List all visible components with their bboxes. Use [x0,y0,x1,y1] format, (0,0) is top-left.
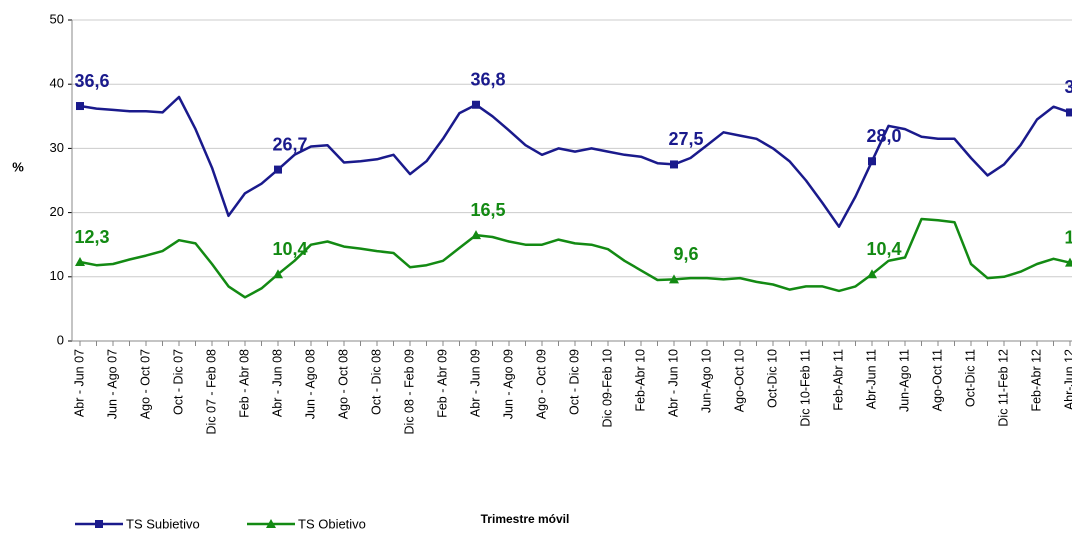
x-tick-label: Oct - Dic 08 [369,349,383,415]
data-label: 36,8 [470,69,505,89]
x-tick-label: Jun-Ago 11 [897,349,911,412]
marker [1065,257,1072,267]
marker [472,100,480,109]
x-tick-label: Dic 11-Feb 12 [996,349,1010,427]
marker [76,102,84,111]
x-tick-label: Oct - Dic 07 [171,349,185,415]
x-tick-label: Feb-Abr 11 [831,349,845,411]
marker [1066,108,1072,117]
x-tick-label: Abr - Jun 09 [468,349,482,417]
data-label: 35,6 [1064,77,1072,97]
x-tick-label: Abr - Jun 08 [270,349,284,417]
x-tick-label: Abr-Jun 11 [864,349,878,409]
marker [867,269,877,279]
x-tick-label: Ago - Oct 07 [138,349,152,419]
data-label: 12,2 [1064,227,1072,247]
x-tick-label: Ago-Oct 11 [930,349,944,411]
x-tick-label: Ago - Oct 09 [534,349,548,419]
data-label: 10,4 [272,239,307,259]
legend-label: TS Subietivo [126,516,200,531]
marker [669,274,679,284]
x-tick-label: Abr - Jun 10 [666,349,680,417]
x-tick-label: Jun-Ago 10 [699,349,713,413]
y-axis-label: % [12,159,24,174]
data-label: 36,6 [74,71,109,91]
x-tick-label: Feb - Abr 08 [237,349,251,418]
x-tick-label: Oct - Dic 09 [567,349,581,415]
x-tick-label: Dic 10-Feb 11 [798,349,812,427]
x-axis-label: Trimestre móvil [481,512,570,526]
x-tick-label: Ago-Oct 10 [732,349,746,412]
data-label: 10,4 [866,239,901,259]
marker [75,257,85,267]
marker [868,157,876,166]
marker [670,160,678,169]
y-tick-label: 10 [50,268,64,283]
x-tick-label: Abr-Jun 12 [1062,349,1072,410]
legend-marker [95,520,103,528]
x-tick-label: Dic 07 - Feb 08 [204,349,218,435]
x-tick-label: Oct-Dic 10 [765,349,779,408]
x-tick-label: Feb-Abr 12 [1029,349,1043,412]
x-tick-label: Ago - Oct 08 [336,349,350,419]
y-tick-label: 0 [57,332,64,347]
x-tick-label: Oct-Dic 11 [963,349,977,407]
data-label: 12,3 [74,227,109,247]
data-label: 28,0 [866,126,901,146]
y-tick-label: 40 [50,76,64,91]
x-tick-label: Jun - Ago 09 [501,349,515,419]
y-tick-label: 20 [50,204,64,219]
x-tick-label: Abr - Jun 07 [72,349,86,417]
legend-label: TS Obietivo [298,516,366,531]
data-label: 9,6 [673,244,698,264]
data-label: 16,5 [470,200,505,220]
x-tick-label: Feb-Abr 10 [633,349,647,412]
x-tick-label: Dic 08 - Feb 09 [402,349,416,435]
x-tick-label: Dic 09-Feb 10 [600,349,614,428]
marker [471,230,481,240]
series-line [79,95,1071,228]
data-label: 26,7 [272,134,307,154]
x-tick-label: Jun - Ago 07 [105,349,119,419]
legend-marker [266,519,276,528]
data-label: 27,5 [668,129,703,149]
x-tick-label: Jun - Ago 08 [303,349,317,419]
x-tick-label: Feb - Abr 09 [435,349,449,418]
series-line [79,217,1071,299]
marker [274,165,282,174]
y-tick-label: 50 [50,11,64,26]
marker [273,269,283,279]
y-tick-label: 30 [50,140,64,155]
